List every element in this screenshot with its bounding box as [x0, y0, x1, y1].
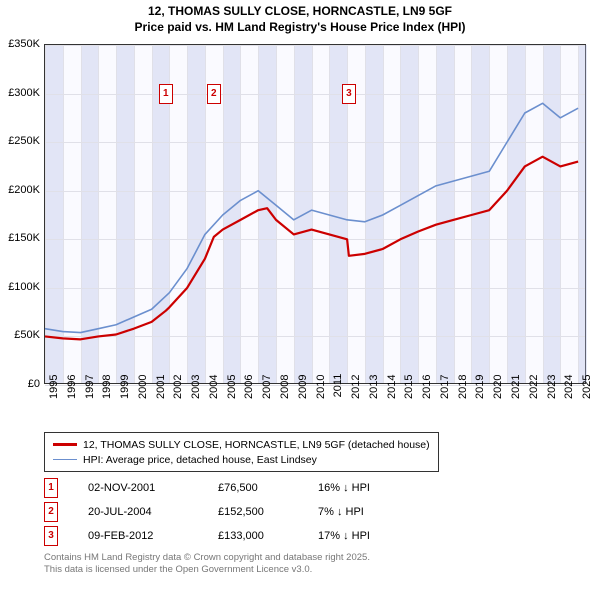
x-axis-label: 2024 — [563, 350, 575, 390]
x-axis-label: 2006 — [243, 350, 255, 390]
legend-row: HPI: Average price, detached house, East… — [53, 452, 430, 467]
sale-marker: 3 — [342, 84, 356, 104]
sales-row: 3 09-FEB-2012£133,00017% ↓ HPI — [44, 524, 408, 548]
sale-price: £152,500 — [218, 506, 318, 518]
x-axis-label: 2021 — [510, 350, 522, 390]
sale-date: 09-FEB-2012 — [88, 530, 218, 542]
title-line-2: Price paid vs. HM Land Registry's House … — [0, 20, 600, 36]
legend-row: 12, THOMAS SULLY CLOSE, HORNCASTLE, LN9 … — [53, 437, 430, 452]
y-axis-label: £100K — [0, 281, 40, 293]
x-axis-label: 2005 — [226, 350, 238, 390]
x-axis-label: 2025 — [581, 350, 593, 390]
y-axis-label: £200K — [0, 184, 40, 196]
x-axis-label: 2017 — [439, 350, 451, 390]
sale-date: 20-JUL-2004 — [88, 506, 218, 518]
x-axis-label: 2023 — [546, 350, 558, 390]
x-axis-label: 2022 — [528, 350, 540, 390]
x-axis-label: 1999 — [119, 350, 131, 390]
sale-marker: 2 — [207, 84, 221, 104]
sale-marker: 2 — [44, 502, 58, 522]
x-axis-label: 1995 — [48, 350, 60, 390]
x-axis-label: 2009 — [297, 350, 309, 390]
sale-price: £133,000 — [218, 530, 318, 542]
x-axis-label: 2012 — [350, 350, 362, 390]
y-axis-label: £350K — [0, 38, 40, 50]
x-axis-label: 2010 — [315, 350, 327, 390]
x-axis-label: 2014 — [386, 350, 398, 390]
x-axis-label: 1997 — [84, 350, 96, 390]
sales-row: 2 20-JUL-2004£152,5007% ↓ HPI — [44, 500, 408, 524]
chart-container: 1 2 3 — [44, 44, 586, 384]
sale-diff: 16% ↓ HPI — [318, 482, 408, 494]
x-axis-label: 2019 — [474, 350, 486, 390]
sale-marker: 1 — [159, 84, 173, 104]
legend-label: HPI: Average price, detached house, East… — [83, 454, 317, 466]
sale-diff: 17% ↓ HPI — [318, 530, 408, 542]
sales-table: 1 02-NOV-2001£76,50016% ↓ HPI 2 20-JUL-2004… — [44, 476, 408, 548]
title-line-1: 12, THOMAS SULLY CLOSE, HORNCASTLE, LN9 … — [0, 4, 600, 20]
x-axis-label: 2011 — [332, 350, 344, 390]
sales-row: 1 02-NOV-2001£76,50016% ↓ HPI — [44, 476, 408, 500]
legend-swatch — [53, 443, 77, 445]
y-axis-label: £50K — [0, 329, 40, 341]
legend: 12, THOMAS SULLY CLOSE, HORNCASTLE, LN9 … — [44, 432, 439, 472]
x-axis-label: 2020 — [492, 350, 504, 390]
y-axis-label: £300K — [0, 87, 40, 99]
x-axis-label: 2007 — [261, 350, 273, 390]
footer-line-1: Contains HM Land Registry data © Crown c… — [44, 552, 370, 564]
sale-diff: 7% ↓ HPI — [318, 506, 408, 518]
x-axis-label: 2016 — [421, 350, 433, 390]
x-axis-label: 2015 — [403, 350, 415, 390]
x-axis-label: 2002 — [172, 350, 184, 390]
sale-price: £76,500 — [218, 482, 318, 494]
sale-date: 02-NOV-2001 — [88, 482, 218, 494]
y-axis-label: £250K — [0, 135, 40, 147]
y-axis-label: £0 — [0, 378, 40, 390]
legend-swatch — [53, 459, 77, 461]
y-axis-label: £150K — [0, 232, 40, 244]
series-line — [45, 103, 578, 332]
x-axis-label: 2018 — [457, 350, 469, 390]
legend-label: 12, THOMAS SULLY CLOSE, HORNCASTLE, LN9 … — [83, 439, 430, 451]
x-axis-label: 2001 — [155, 350, 167, 390]
x-axis-label: 2008 — [279, 350, 291, 390]
series-line — [45, 157, 578, 340]
chart-title: 12, THOMAS SULLY CLOSE, HORNCASTLE, LN9 … — [0, 0, 600, 35]
sale-marker: 3 — [44, 526, 58, 546]
x-axis-label: 2000 — [137, 350, 149, 390]
x-axis-label: 1996 — [66, 350, 78, 390]
sale-marker: 1 — [44, 478, 58, 498]
x-axis-label: 2013 — [368, 350, 380, 390]
footer-line-2: This data is licensed under the Open Gov… — [44, 564, 370, 576]
plot-area: 1 2 3 — [44, 44, 586, 384]
footer: Contains HM Land Registry data © Crown c… — [44, 552, 370, 577]
x-axis-label: 1998 — [101, 350, 113, 390]
chart-svg — [45, 45, 585, 383]
x-axis-label: 2003 — [190, 350, 202, 390]
x-axis-label: 2004 — [208, 350, 220, 390]
